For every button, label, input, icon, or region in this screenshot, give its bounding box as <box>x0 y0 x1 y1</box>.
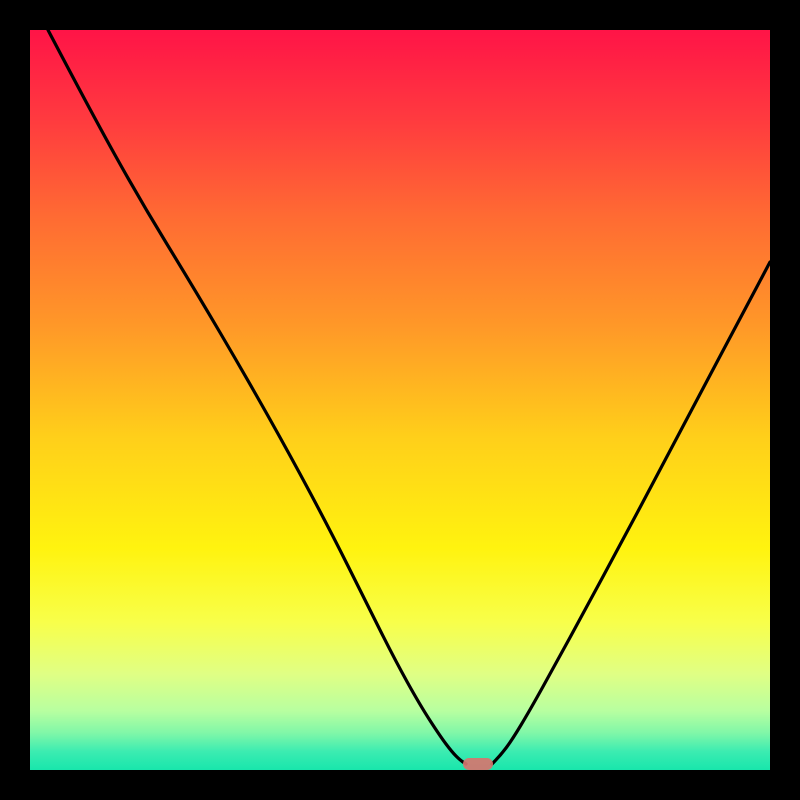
chart-stage: TheBottleneck.com <box>0 0 800 800</box>
bottleneck-curve-layer <box>0 0 800 800</box>
curve-left-branch <box>48 30 466 764</box>
watermark-text: TheBottleneck.com <box>567 4 770 30</box>
curve-right-branch <box>492 262 770 764</box>
bottleneck-marker <box>463 758 493 770</box>
